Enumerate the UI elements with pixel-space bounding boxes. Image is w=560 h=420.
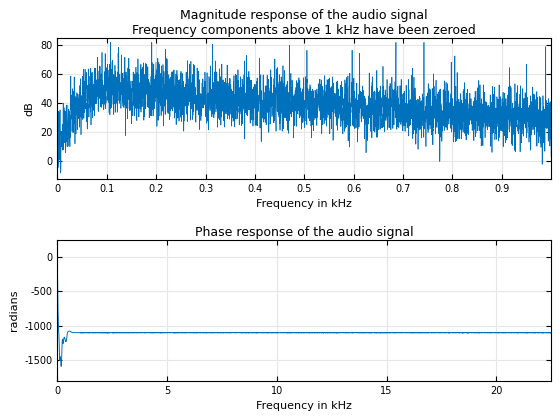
Title: Phase response of the audio signal: Phase response of the audio signal — [195, 226, 414, 239]
X-axis label: Frequency in kHz: Frequency in kHz — [256, 401, 352, 411]
Y-axis label: dB: dB — [25, 101, 35, 116]
Title: Magnitude response of the audio signal
Frequency components above 1 kHz have bee: Magnitude response of the audio signal F… — [132, 9, 476, 37]
X-axis label: Frequency in kHz: Frequency in kHz — [256, 199, 352, 209]
Y-axis label: radians: radians — [9, 290, 19, 331]
